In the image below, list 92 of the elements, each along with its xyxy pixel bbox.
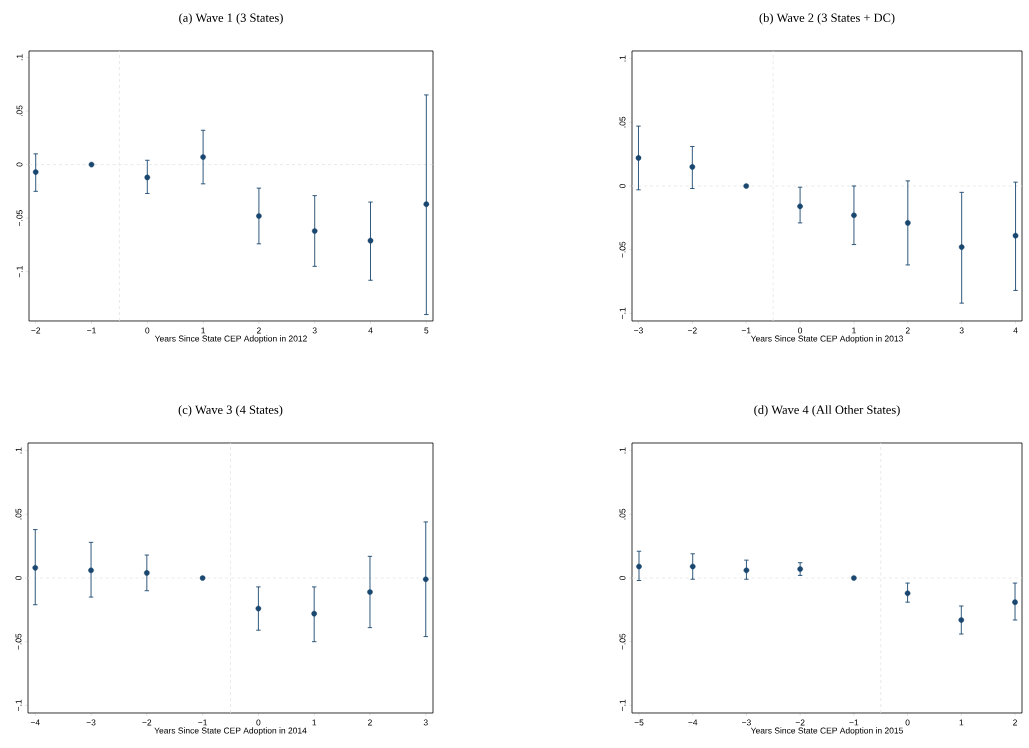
point <box>200 154 206 160</box>
y-tick-label: .05 <box>15 508 22 520</box>
point <box>311 610 317 617</box>
x-tick-label: −3 <box>86 719 96 726</box>
x-tick-label: 1 <box>852 327 856 334</box>
y-tick-label: −.1 <box>619 699 626 711</box>
point <box>905 220 911 226</box>
x-axis-title: Years Since State CEP Adoption in 2012 <box>154 335 307 344</box>
x-axis-title: Years Since State CEP Adoption in 2014 <box>154 727 307 736</box>
x-axis-title: Years Since State CEP Adoption in 2015 <box>750 727 903 736</box>
x-tick-label: 3 <box>423 719 428 726</box>
y-tick-label: .1 <box>16 54 23 61</box>
point <box>88 567 94 574</box>
point <box>88 161 95 168</box>
x-tick-label: −1 <box>87 327 96 334</box>
y-tick-label: −.1 <box>16 266 23 278</box>
y-tick-label: .05 <box>619 508 626 520</box>
point <box>423 201 430 207</box>
x-tick-label: −5 <box>634 719 644 726</box>
y-tick-label: −.1 <box>619 307 626 319</box>
point <box>636 563 642 570</box>
y-tick-label: .05 <box>16 105 23 117</box>
point <box>743 183 750 189</box>
x-tick-label: 0 <box>145 327 150 334</box>
x-tick-label: 1 <box>312 719 317 726</box>
chart-title: (a) Wave 1 (3 States) <box>179 13 283 25</box>
x-tick-label: −1 <box>198 719 208 726</box>
x-tick-label: 1 <box>201 327 206 334</box>
y-tick-label: −.05 <box>15 633 22 650</box>
y-tick-label: .1 <box>15 447 22 454</box>
x-tick-label: 0 <box>256 719 261 726</box>
x-tick-label: −3 <box>742 719 751 726</box>
y-tick-label: −.05 <box>619 241 626 258</box>
x-tick-label: 5 <box>424 327 429 334</box>
point <box>689 563 696 570</box>
x-tick-label: 0 <box>905 719 910 726</box>
point <box>904 590 911 597</box>
point <box>1012 232 1019 239</box>
chart-title: (c) Wave 3 (4 States) <box>178 405 283 417</box>
y-tick-label: .1 <box>619 55 626 62</box>
y-tick-label: 0 <box>16 162 23 167</box>
point <box>255 605 262 612</box>
point <box>422 576 429 583</box>
point <box>144 570 150 576</box>
chart-title: (d) Wave 4 (All Other States) <box>754 405 900 417</box>
y-tick-label: .05 <box>619 116 626 128</box>
y-tick-label: .1 <box>619 447 626 454</box>
x-tick-label: −3 <box>634 327 643 334</box>
x-tick-label: 1 <box>959 719 964 726</box>
x-tick-label: 0 <box>798 327 803 334</box>
point <box>851 212 857 219</box>
x-tick-label: −2 <box>795 719 805 726</box>
x-axis-title: Years Since State CEP Adoption in 2013 <box>750 335 903 344</box>
point <box>199 575 206 581</box>
chart-title: (b) Wave 2 (3 States + DC) <box>759 13 895 25</box>
x-tick-label: 3 <box>959 327 964 334</box>
x-tick-label: 3 <box>312 327 317 334</box>
y-tick-label: 0 <box>619 183 626 189</box>
point <box>367 237 374 244</box>
x-tick-label: −2 <box>31 327 41 334</box>
point <box>32 565 39 571</box>
y-tick-label: −.05 <box>619 633 626 650</box>
point <box>367 589 373 595</box>
point <box>311 228 318 234</box>
point <box>144 174 151 181</box>
point <box>1012 599 1018 605</box>
y-tick-label: 0 <box>619 575 626 581</box>
y-tick-label: 0 <box>15 575 22 581</box>
x-tick-label: −1 <box>849 719 859 726</box>
y-tick-label: −.05 <box>16 210 23 227</box>
x-tick-label: 4 <box>368 327 373 334</box>
x-tick-label: 2 <box>905 327 910 334</box>
point <box>743 567 750 574</box>
x-tick-label: −2 <box>687 327 697 334</box>
x-tick-label: 2 <box>1013 719 1017 726</box>
point <box>256 213 262 219</box>
x-tick-label: 2 <box>256 327 261 334</box>
y-tick-label: −.1 <box>15 699 22 711</box>
point <box>797 203 803 210</box>
point <box>958 617 965 623</box>
x-tick-label: 4 <box>1013 327 1018 334</box>
point <box>689 164 696 170</box>
point <box>635 155 642 161</box>
point <box>851 575 857 581</box>
point <box>797 566 803 572</box>
x-tick-label: −1 <box>741 327 751 334</box>
x-tick-label: −4 <box>30 719 40 726</box>
x-tick-label: 2 <box>368 719 372 726</box>
x-tick-label: −2 <box>142 719 152 726</box>
point <box>958 244 965 250</box>
x-tick-label: −4 <box>688 719 698 726</box>
point <box>32 169 39 175</box>
